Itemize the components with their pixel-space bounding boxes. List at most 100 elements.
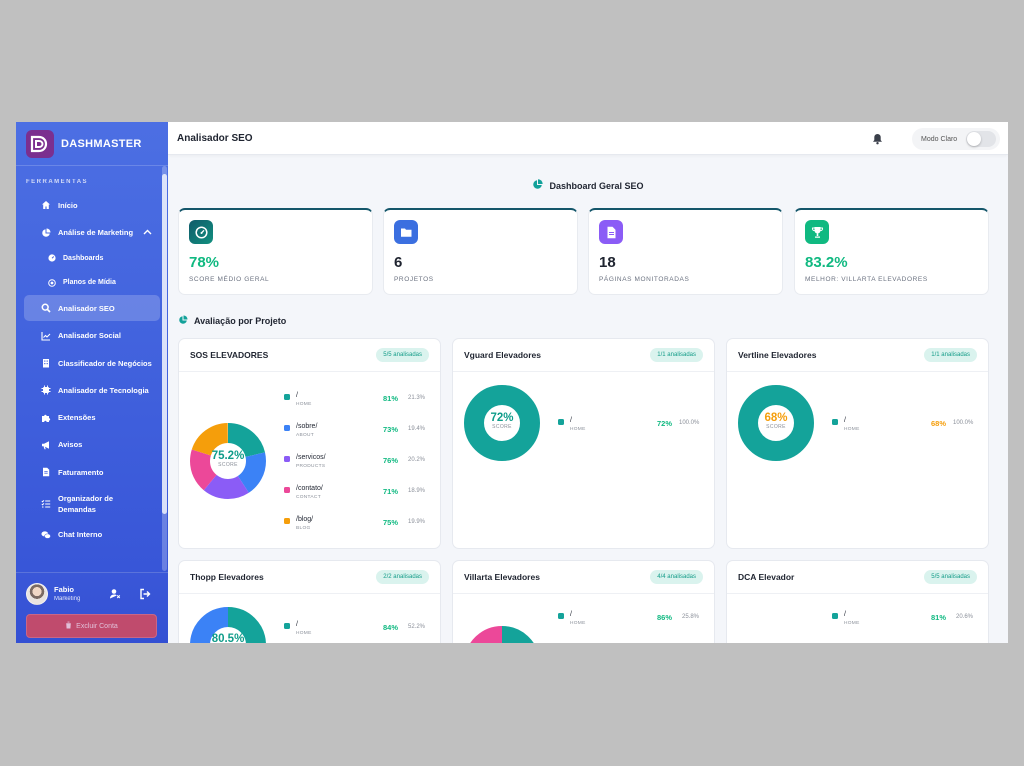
status-badge: 5/5 analisadas	[924, 570, 977, 584]
project-name: Thopp Elevadores	[190, 572, 264, 582]
chevron-up-icon	[143, 228, 152, 237]
page-share: 52.2%	[408, 624, 426, 630]
stat-value: 78%	[189, 254, 220, 271]
project-card: Villarta Elevadores 4/4 analisadas / HOM…	[452, 560, 715, 643]
stat-label: PÁGINAS MONITORADAS	[599, 276, 690, 283]
page-tag: HOME	[296, 402, 312, 407]
dashboard-title: Dashboard Geral SEO	[168, 179, 1008, 192]
status-badge: 4/4 analisadas	[650, 570, 703, 584]
donut-score: 68%	[764, 412, 788, 424]
sidebar: DASHMASTER FERRAMENTAS Início Análise de…	[16, 122, 168, 643]
logout-icon[interactable]	[139, 587, 151, 600]
sidebar-item-label: Organizador de Demandas	[58, 493, 114, 514]
sidebar-item-analise-marketing[interactable]: Análise de Marketing	[24, 220, 160, 246]
pie-chart-icon	[178, 315, 188, 327]
project-name: Vguard Elevadores	[464, 350, 542, 360]
pie-chart-icon	[532, 179, 544, 192]
page-path: /	[844, 417, 846, 424]
legend-dot	[284, 518, 290, 524]
page-share: 100.0%	[679, 420, 700, 426]
sidebar-item-label: Início	[58, 200, 78, 210]
page-score: 75%	[383, 518, 399, 527]
theme-toggle[interactable]	[966, 131, 996, 147]
page-path: /	[570, 417, 572, 424]
page-path: /	[844, 611, 846, 618]
project-name: Villarta Elevadores	[464, 572, 540, 582]
project-card-header: SOS ELEVADORES 5/5 analisadas	[179, 339, 440, 372]
app-window: DASHMASTER FERRAMENTAS Início Análise de…	[16, 122, 1008, 643]
sidebar-item-label: Planos de Mídia	[63, 279, 116, 287]
page-path: /	[296, 392, 298, 399]
donut-score-label: SCORE	[218, 462, 238, 468]
page-tag: HOME	[570, 621, 586, 626]
sidebar-item-dashboards[interactable]: Dashboards	[24, 247, 160, 270]
legend-dot	[832, 419, 838, 425]
page-title: Analisador SEO	[177, 132, 253, 144]
project-card-header: Vguard Elevadores 1/1 analisadas	[453, 339, 714, 372]
avatar[interactable]	[26, 583, 48, 605]
project-card: DCA Elevador 5/5 analisadas / HOME 81% 2…	[726, 560, 989, 643]
page-path: /	[296, 621, 298, 628]
dashboard-title-text: Dashboard Geral SEO	[549, 180, 644, 191]
sidebar-item-planos-midia[interactable]: Planos de Mídia	[24, 271, 160, 294]
sidebar-item-analisador-seo[interactable]: Analisador SEO	[24, 295, 160, 322]
donut-score-label: SCORE	[492, 424, 512, 430]
donut-segment	[190, 607, 266, 643]
theme-switch[interactable]: Modo Claro	[912, 128, 1000, 150]
status-badge: 1/1 analisadas	[924, 348, 977, 362]
sidebar-item-inicio[interactable]: Início	[24, 192, 160, 218]
sidebar-item-extensoes[interactable]: Extensões	[24, 405, 160, 431]
brand[interactable]: DASHMASTER	[16, 122, 168, 166]
sidebar-item-analisador-social[interactable]: Analisador Social	[24, 323, 160, 349]
sidebar-item-label: Classificador de Negócios	[58, 358, 152, 368]
sidebar-item-organizador-demandas[interactable]: Organizador de Demandas	[24, 487, 160, 521]
page-row: /blog/ BLOG 75% 19.9%	[284, 516, 434, 536]
page-tag: CONTACT	[296, 495, 321, 500]
megaphone-icon	[41, 440, 51, 450]
project-name: Vertline Elevadores	[738, 350, 817, 360]
project-card: Vertline Elevadores 1/1 analisadas 68% S…	[726, 338, 989, 549]
donut-segment	[190, 423, 266, 499]
sidebar-item-faturamento[interactable]: Faturamento	[24, 459, 160, 485]
target-icon	[48, 278, 56, 287]
status-badge: 2/2 analisadas	[376, 570, 429, 584]
pie-chart-icon	[41, 228, 51, 238]
trophy-icon	[805, 220, 829, 244]
legend-dot	[558, 613, 564, 619]
brand-name: DASHMASTER	[61, 137, 142, 150]
sidebar-item-label: Análise de Marketing	[58, 228, 134, 238]
stat-value: 18	[599, 254, 616, 271]
page-path: /	[570, 611, 572, 618]
user-role: Marketing	[54, 596, 81, 602]
delete-account-button[interactable]: Excluir Conta	[26, 614, 157, 638]
page-score: 73%	[383, 425, 399, 434]
delete-account-label: Excluir Conta	[76, 622, 118, 630]
legend-dot	[284, 487, 290, 493]
puzzle-icon	[41, 413, 51, 423]
bell-icon[interactable]	[872, 132, 883, 150]
sidebar-item-avisos[interactable]: Avisos	[24, 432, 160, 458]
page-path: /contato/	[296, 485, 323, 492]
donut-chart	[738, 385, 814, 461]
sidebar-item-analisador-tecnologia[interactable]: Analisador de Tecnologia	[24, 377, 160, 403]
page-tag: PRODUCTS	[296, 464, 326, 469]
building-icon	[41, 358, 51, 368]
page-path: /sobre/	[296, 423, 318, 430]
page-row: /servicos/ PRODUCTS 76% 20.2%	[284, 454, 434, 474]
user-settings-icon[interactable]	[109, 587, 121, 599]
legend-dot	[284, 394, 290, 400]
page-share: 19.9%	[408, 519, 426, 525]
page-row: / HOME 68% 100.0%	[832, 417, 982, 437]
sidebar-item-label: Dashboards	[63, 254, 104, 262]
page-tag: ABOUT	[296, 433, 315, 438]
page-share: 18.9%	[408, 488, 426, 494]
stat-label: PROJETOS	[394, 276, 434, 283]
page-score: 81%	[931, 613, 947, 622]
page-row: /sobre/ ABOUT 73% 19.4%	[284, 423, 434, 443]
sidebar-item-chat-interno[interactable]: Chat Interno	[24, 522, 160, 548]
donut-score: 72%	[490, 412, 514, 424]
page-row: / HOME 81% 21.3%	[284, 392, 434, 412]
sidebar-item-classificador-negocios[interactable]: Classificador de Negócios	[24, 350, 160, 376]
sidebar-scrollbar-thumb[interactable]	[162, 174, 167, 514]
page-tag: HOME	[296, 631, 312, 636]
